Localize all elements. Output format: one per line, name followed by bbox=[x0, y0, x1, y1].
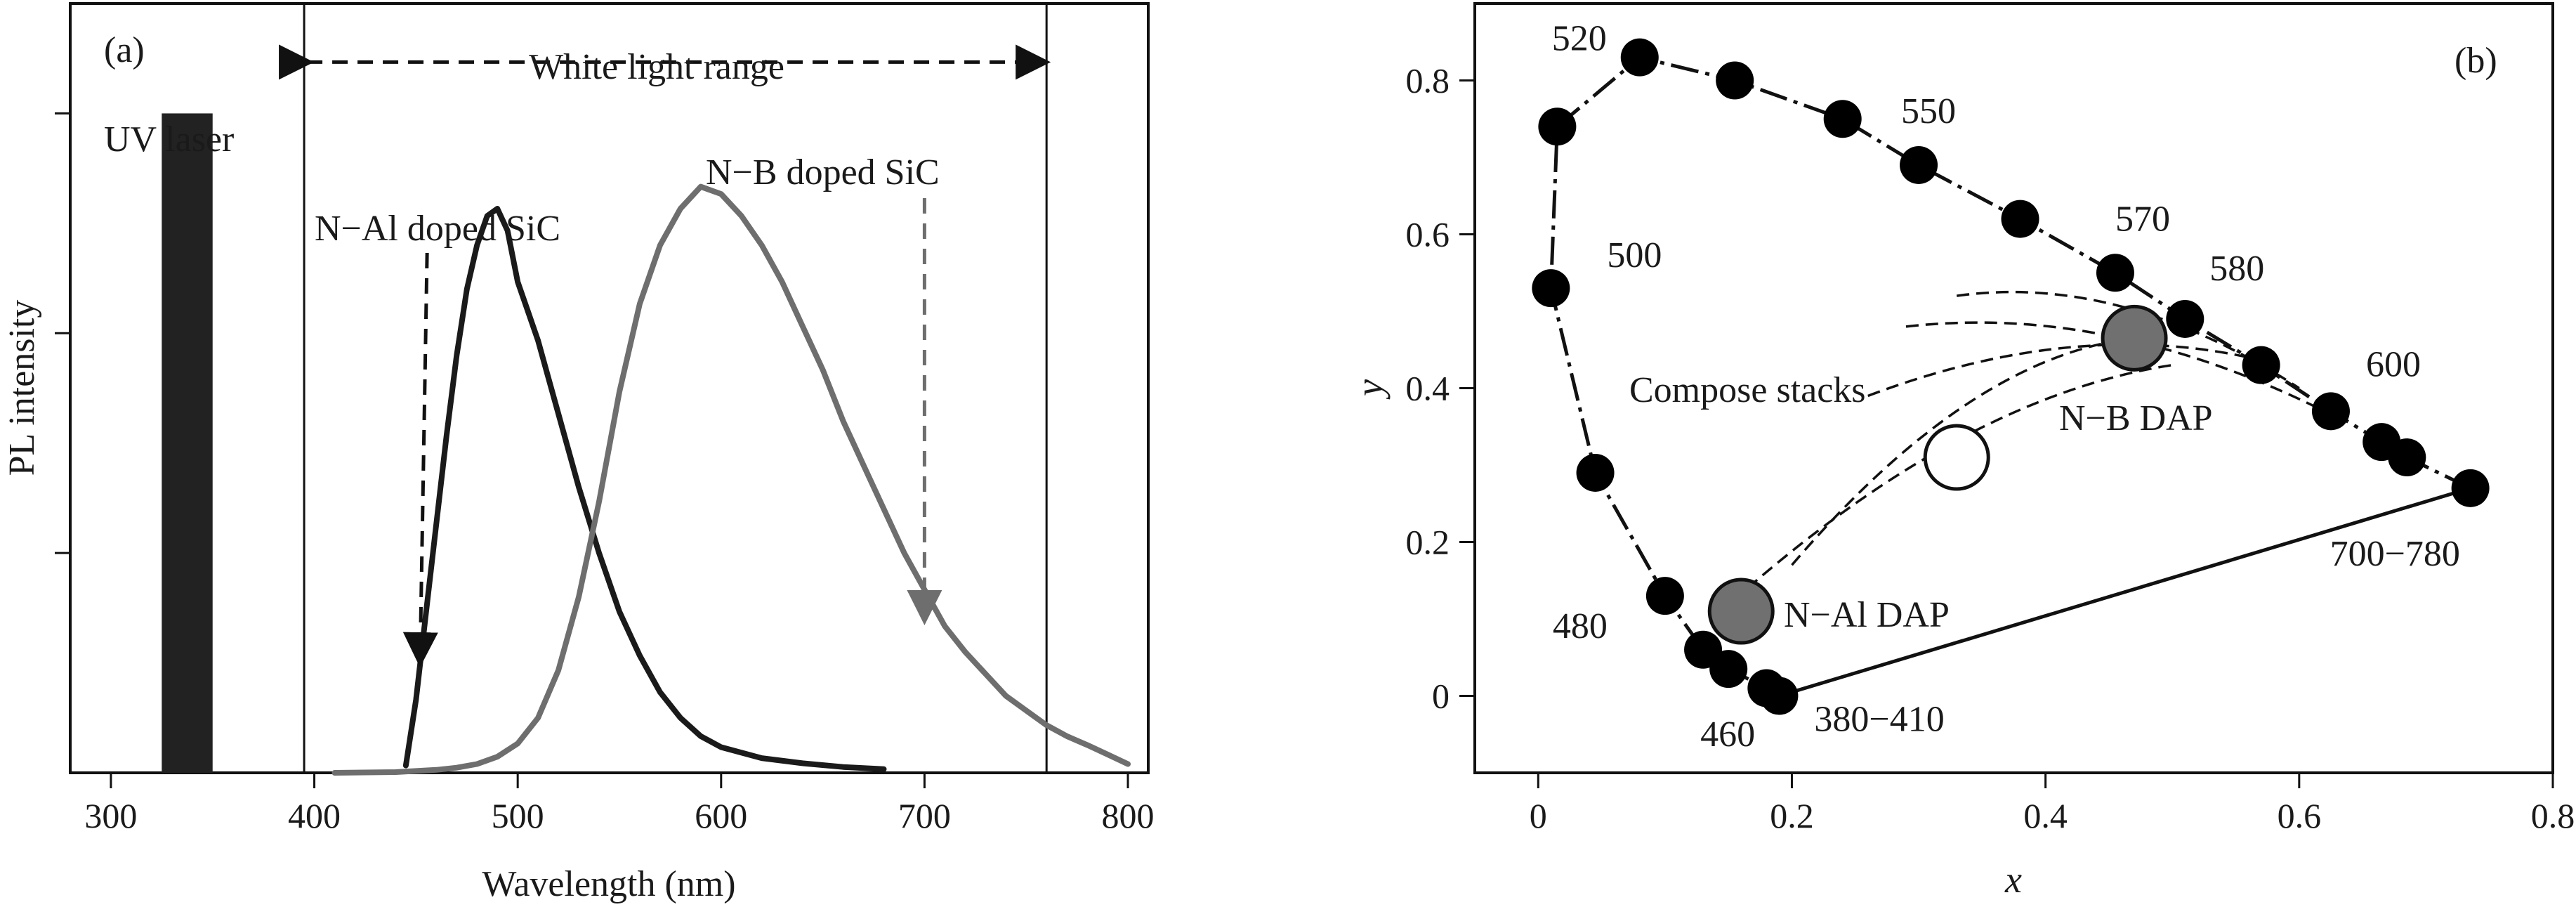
x-tick-label: 0.8 bbox=[2531, 796, 2575, 835]
wavelength-label: 600 bbox=[2366, 344, 2421, 384]
panel-a-ticks: 300 400 500 600 700 800 bbox=[55, 112, 1155, 835]
x-tick-label: 500 bbox=[492, 796, 544, 835]
wavelength-label: 380−410 bbox=[1814, 700, 1944, 740]
spectral-locus-point bbox=[1532, 269, 1570, 308]
n-b-dap-point bbox=[2101, 304, 2168, 372]
spectral-locus-point bbox=[1576, 453, 1615, 492]
n-al-arrow bbox=[402, 252, 438, 667]
spectral-locus-point bbox=[1716, 61, 1754, 100]
spectral-locus-point bbox=[1645, 577, 1684, 615]
n-al-doped-sic-label: N−Al doped SiC bbox=[315, 209, 560, 249]
spectral-locus-point bbox=[1823, 100, 1862, 138]
purple-line bbox=[1778, 486, 2471, 698]
spectral-locus-point bbox=[2388, 438, 2426, 477]
spectral-locus-point bbox=[1747, 669, 1786, 707]
spectral-locus-point bbox=[2166, 299, 2204, 338]
x-tick-label: 0 bbox=[1530, 796, 1547, 835]
n-al-dap-label: N−Al DAP bbox=[1784, 595, 1950, 635]
white-light-boundaries bbox=[303, 4, 1048, 773]
wavelength-labels: 520 550 570 580 600 500 480 460 380−410 700−780 bbox=[1552, 19, 2460, 755]
n-al-dap-point bbox=[1707, 578, 1775, 645]
x-tick-label: 0.2 bbox=[1770, 796, 1814, 835]
panel-a-y-axis-title: PL intensity bbox=[2, 300, 42, 476]
wavelength-label: 700−780 bbox=[2330, 534, 2460, 574]
uv-laser-bar bbox=[162, 113, 213, 773]
x-tick-label: 600 bbox=[695, 796, 747, 835]
y-tick-label: 0 bbox=[1432, 677, 1450, 716]
spectral-locus-point bbox=[2001, 200, 2039, 238]
wavelength-label: 520 bbox=[1552, 19, 1607, 59]
y-tick-label: 0.6 bbox=[1406, 215, 1450, 254]
compose-stack-curve bbox=[1791, 337, 2135, 566]
wavelength-label: 500 bbox=[1607, 235, 1662, 275]
composite-white-point bbox=[1923, 424, 1990, 491]
spectral-locus-point bbox=[1684, 630, 1723, 669]
wavelength-label: 480 bbox=[1553, 606, 1608, 646]
panel-a-tag: (a) bbox=[104, 30, 145, 70]
n-b-doped-sic-label: N−B doped SiC bbox=[706, 152, 940, 193]
x-tick-label: 800 bbox=[1102, 796, 1155, 835]
panel-b-tag: (b) bbox=[2455, 41, 2497, 81]
panel-b-x-axis-title: x bbox=[2004, 859, 2022, 901]
panel-b-points bbox=[1532, 38, 2490, 715]
x-tick-label: 0.6 bbox=[2278, 796, 2322, 835]
n-al-doped-sic-spectrum bbox=[402, 206, 887, 772]
spectral-locus-point bbox=[2096, 254, 2134, 292]
compose-stack-curve bbox=[1867, 343, 2249, 398]
white-light-range-label: White light range bbox=[529, 47, 784, 87]
panel-a: 300 400 500 600 700 800 (a) White light range… bbox=[2, 2, 1155, 904]
panel-b-ticks: 0 0.2 0.4 0.6 0.8 0 0.2 0.4 0.6 0.8 bbox=[1406, 61, 2575, 836]
x-tick-label: 300 bbox=[84, 796, 137, 835]
x-tick-label: 400 bbox=[288, 796, 341, 835]
wavelength-label: 460 bbox=[1700, 714, 1755, 755]
spectral-locus-point bbox=[1620, 38, 1659, 77]
wavelength-label: 580 bbox=[2209, 249, 2264, 289]
x-tick-label: 700 bbox=[898, 796, 951, 835]
y-tick-label: 0.2 bbox=[1406, 523, 1450, 562]
n-b-doped-sic-spectrum bbox=[331, 183, 1131, 776]
y-tick-label: 0.4 bbox=[1406, 369, 1450, 408]
wavelength-label: 570 bbox=[2115, 199, 2170, 239]
panel-b-y-axis-title: y bbox=[1348, 379, 1391, 400]
spectral-locus-point bbox=[2311, 392, 2350, 431]
n-b-dap-label: N−B DAP bbox=[2059, 398, 2213, 438]
spectral-locus-point bbox=[2451, 469, 2490, 507]
panel-a-frame bbox=[69, 2, 1150, 774]
panel-a-series bbox=[331, 183, 1131, 776]
panel-b-special-points bbox=[1707, 304, 2168, 645]
uv-laser-label: UV laser bbox=[104, 119, 234, 159]
panel-a-arrows bbox=[279, 44, 1051, 667]
uv-laser-bar-group bbox=[162, 113, 213, 773]
compose-stacks-label: Compose stacks bbox=[1629, 370, 1866, 410]
y-tick-label: 0.8 bbox=[1406, 61, 1450, 100]
wavelength-label: 550 bbox=[1901, 91, 1956, 131]
spectral-locus-point bbox=[1538, 107, 1577, 146]
spectral-locus-point bbox=[1900, 145, 1938, 184]
spectral-locus-point bbox=[2242, 346, 2280, 384]
panel-a-x-axis-title: Wavelength (nm) bbox=[482, 864, 735, 904]
panel-b: 0 0.2 0.4 0.6 0.8 0 0.2 0.4 0.6 0.8 520 550 570 580 6… bbox=[1348, 2, 2575, 901]
x-tick-label: 0.4 bbox=[2023, 796, 2068, 835]
